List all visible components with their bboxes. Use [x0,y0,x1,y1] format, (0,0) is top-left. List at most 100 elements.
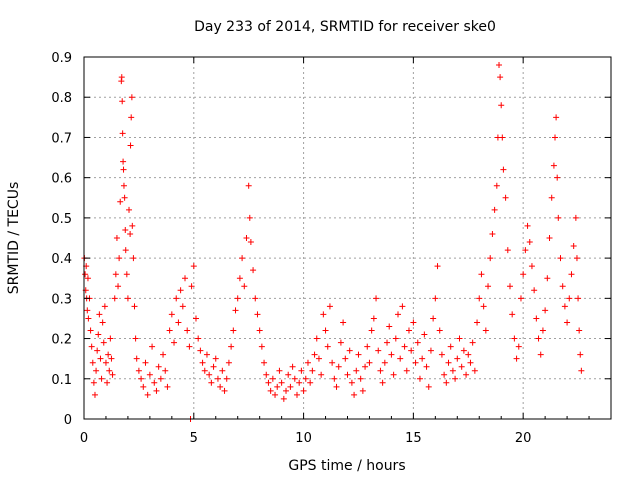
data-point [182,275,189,282]
data-point [82,271,89,278]
data-point [98,375,105,382]
data-point [395,311,402,318]
data-point [302,375,309,382]
data-point [117,198,124,205]
data-point [403,367,410,374]
data-point [184,327,191,334]
data-point [124,295,131,302]
data-point [359,387,366,394]
data-point [557,255,564,262]
data-point [120,166,127,173]
data-point [95,331,102,338]
y-tick-label: 0.9 [51,51,72,66]
data-point [127,142,134,149]
data-point [353,367,360,374]
data-point [96,311,103,318]
data-point [272,391,279,398]
data-point [575,295,582,302]
data-point [362,363,369,370]
data-point [524,222,531,229]
data-point [487,255,494,262]
data-point [443,379,450,386]
data-point [252,295,259,302]
data-point [291,375,298,382]
data-point [289,363,296,370]
data-point [436,327,443,334]
data-point [217,383,224,390]
data-point [578,367,585,374]
data-point [267,387,274,394]
data-point [390,371,397,378]
data-point [84,275,91,282]
data-point [197,347,204,354]
data-point [542,307,549,314]
data-point [201,367,208,374]
data-point [491,206,498,213]
data-point [478,271,485,278]
data-point [287,383,294,390]
data-point [509,311,516,318]
data-point [421,331,428,338]
data-point [366,359,373,366]
data-point [274,383,281,390]
data-point [208,379,215,386]
data-point [258,343,265,350]
data-point [500,166,507,173]
data-point [256,327,263,334]
data-point [351,391,358,398]
data-point [296,379,303,386]
data-point [250,267,257,274]
data-point [309,367,316,374]
data-point [517,295,524,302]
data-point [416,375,423,382]
data-point [564,319,571,326]
data-point [498,102,505,109]
data-point [397,355,404,362]
data-point [412,359,419,366]
data-point [173,295,180,302]
x-tick-label: 15 [405,431,422,446]
data-point [414,339,421,346]
data-point [93,367,100,374]
data-point [128,114,135,121]
data-point [460,347,467,354]
data-point [160,351,167,358]
data-point [552,134,559,141]
data-point [379,379,386,386]
data-point [121,194,128,201]
data-point [94,347,101,354]
data-point [515,343,522,350]
data-point [502,194,509,201]
data-point [300,387,307,394]
data-point [280,395,287,402]
data-point [548,194,555,201]
data-point [511,335,518,342]
data-point [186,343,193,350]
y-tick-label: 0.2 [51,333,72,348]
data-point [375,347,382,354]
data-point [388,351,395,358]
data-point [108,355,115,362]
data-point [149,343,156,350]
data-point [97,355,104,362]
x-tick-label: 20 [515,431,532,446]
data-point [236,275,243,282]
data-point [399,303,406,310]
data-point [239,255,246,262]
x-tick-label: 10 [295,431,312,446]
data-point [228,343,235,350]
data-point [109,371,116,378]
data-point [102,359,109,366]
y-tick-label: 0.8 [51,91,72,106]
data-point [489,230,496,237]
x-tick-labels: 0 5 10 15 20 [80,431,532,446]
data-point [497,74,504,81]
data-point [324,343,331,350]
data-point [232,307,239,314]
data-point [476,295,483,302]
data-point [126,206,133,213]
data-point [283,387,290,394]
data-point [471,367,478,374]
data-point [419,355,426,362]
